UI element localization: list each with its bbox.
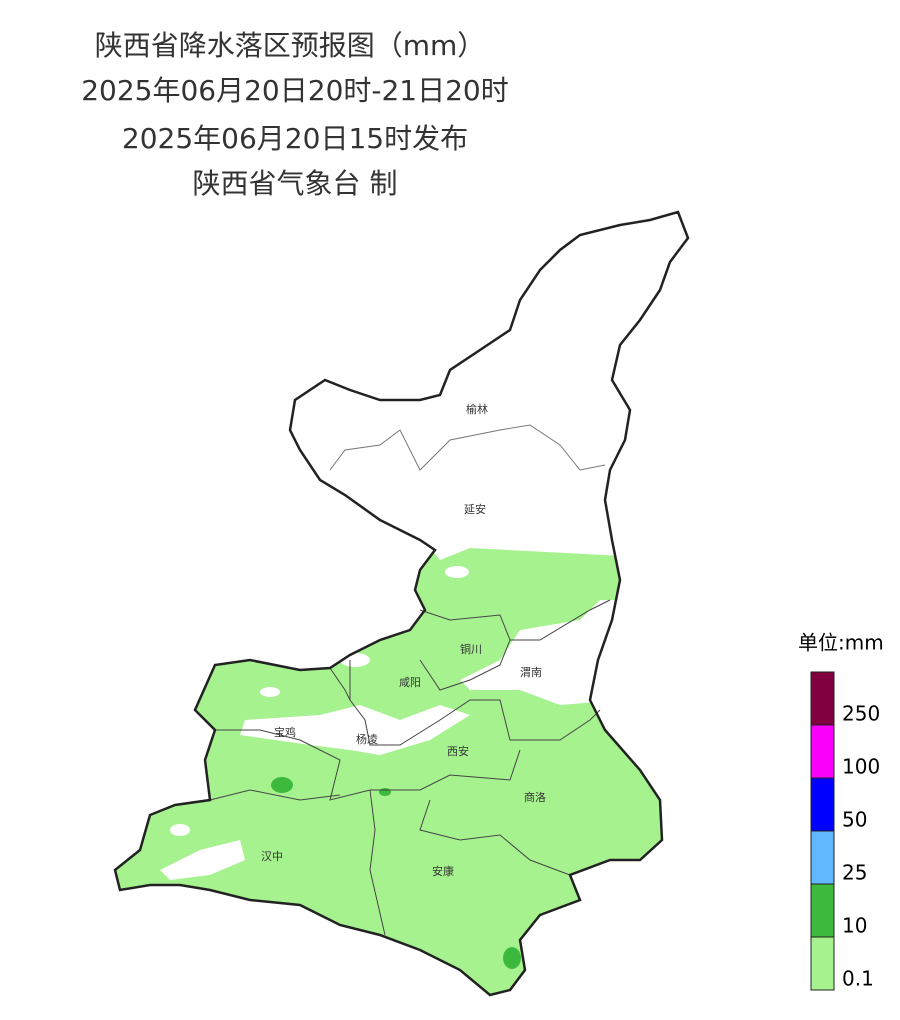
legend-swatch [810, 724, 835, 779]
city-label: 铜川 [460, 642, 482, 656]
city-boundaries [209, 424, 611, 936]
dry-area [260, 687, 280, 697]
forecast-period: 2025年06月20日20时-21日20时 [81, 74, 509, 107]
city-label: 杨凌 [356, 732, 378, 746]
legend-swatch [810, 671, 835, 726]
city-label: 商洛 [524, 790, 546, 804]
city-label: 榆林 [466, 402, 488, 416]
heavy-rain-area [271, 777, 293, 793]
legend-label: 25 [842, 861, 867, 885]
city-label: 延安 [464, 502, 486, 516]
dry-area [445, 566, 469, 578]
city-label: 西安 [447, 744, 469, 758]
legend-label: 250 [842, 702, 880, 726]
map-title: 陕西省降水落区预报图（mm） [95, 29, 486, 62]
dry-area [160, 840, 245, 880]
city-label: 汉中 [261, 850, 283, 863]
dry-area [240, 705, 470, 755]
heavy-rain-area [503, 947, 521, 969]
legend-title: 单位:mm [798, 631, 884, 655]
city-label: 宝鸡 [274, 725, 296, 739]
city-label: 安康 [432, 864, 454, 878]
heavy-rain-area [379, 788, 391, 796]
legend-swatch [810, 777, 835, 832]
issue-time: 2025年06月20日15时发布 [122, 122, 468, 155]
legend-swatch [810, 936, 835, 991]
legend-label: 50 [842, 808, 867, 832]
precip-areas [115, 548, 688, 995]
legend-label: 100 [842, 755, 880, 779]
dry-area [170, 824, 190, 836]
legend-label: 10 [842, 914, 867, 938]
legend-swatch [810, 830, 835, 885]
city-label: 咸阳 [399, 676, 421, 689]
legend-swatch [810, 883, 835, 938]
producer: 陕西省气象台 制 [193, 167, 398, 200]
dry-area [460, 600, 620, 705]
city-label: 渭南 [520, 666, 542, 679]
legend-label: 0.1 [842, 967, 874, 991]
